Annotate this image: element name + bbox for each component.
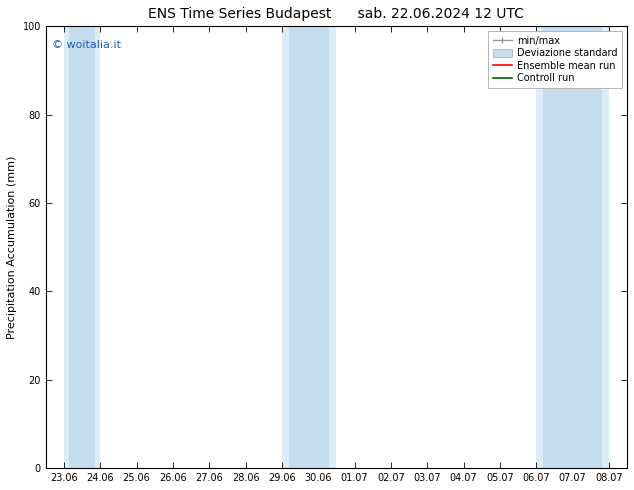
- Bar: [536, 26, 609, 468]
- Y-axis label: Precipitation Accumulation (mm): Precipitation Accumulation (mm): [7, 155, 17, 339]
- Bar: [282, 26, 337, 468]
- Bar: [69, 26, 95, 468]
- Legend: min/max, Deviazione standard, Ensemble mean run, Controll run: min/max, Deviazione standard, Ensemble m…: [488, 31, 622, 88]
- Bar: [289, 26, 329, 468]
- Bar: [64, 26, 100, 468]
- Text: © woitalia.it: © woitalia.it: [51, 40, 120, 49]
- Title: ENS Time Series Budapest      sab. 22.06.2024 12 UTC: ENS Time Series Budapest sab. 22.06.2024…: [148, 7, 524, 21]
- Bar: [543, 26, 602, 468]
